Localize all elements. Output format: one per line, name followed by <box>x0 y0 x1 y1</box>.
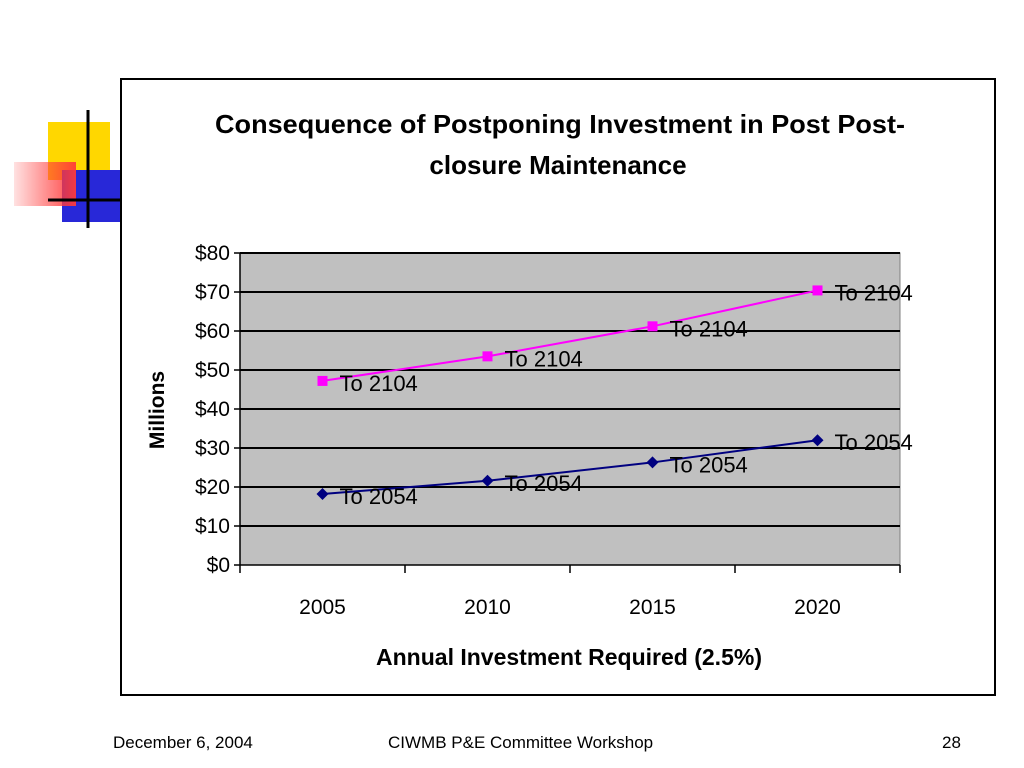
decorative-logo <box>14 110 122 228</box>
x-tick-label: 2010 <box>464 596 511 619</box>
data-point <box>647 321 658 332</box>
y-tick-label: $20 <box>195 476 230 499</box>
x-tick-label: 2005 <box>299 596 346 619</box>
y-tick-label: $0 <box>207 554 230 577</box>
data-label: To 2104 <box>670 316 748 341</box>
y-tick-label: $60 <box>195 320 230 343</box>
y-tick-label: $80 <box>195 242 230 265</box>
x-tick-label: 2020 <box>794 596 841 619</box>
data-point <box>316 488 329 501</box>
chart-title-line-2: closure Maintenance <box>429 150 686 180</box>
data-point <box>317 375 328 386</box>
data-point <box>646 456 659 469</box>
data-label: To 2054 <box>340 484 418 509</box>
data-point <box>812 285 823 296</box>
series-line-1 <box>322 289 818 382</box>
y-tick-label: $30 <box>195 437 230 460</box>
series-line-2 <box>322 439 818 496</box>
data-point <box>481 474 494 487</box>
y-tick-label: $40 <box>195 398 230 421</box>
y-tick-label: $50 <box>195 359 230 382</box>
chart-title-line-1: Consequence of Postponing Investment in … <box>215 109 905 139</box>
data-label: To 2054 <box>670 452 748 477</box>
footer-page-number: 28 <box>942 733 961 752</box>
y-tick-label: $70 <box>195 281 230 304</box>
x-tick-label: 2015 <box>629 596 676 619</box>
data-label: To 2054 <box>835 430 913 455</box>
footer-date: December 6, 2004 <box>113 733 253 752</box>
data-label: To 2104 <box>505 346 583 371</box>
y-tick-label: $10 <box>195 515 230 538</box>
data-label: To 2104 <box>340 371 418 396</box>
y-axis-label: Millions <box>146 371 169 449</box>
data-label: To 2104 <box>835 280 913 305</box>
data-label: To 2054 <box>505 471 583 496</box>
data-point <box>482 351 493 362</box>
footer-event-title: CIWMB P&E Committee Workshop <box>388 733 654 752</box>
x-axis-label: Annual Investment Required (2.5%) <box>376 644 762 670</box>
data-point <box>811 434 824 447</box>
